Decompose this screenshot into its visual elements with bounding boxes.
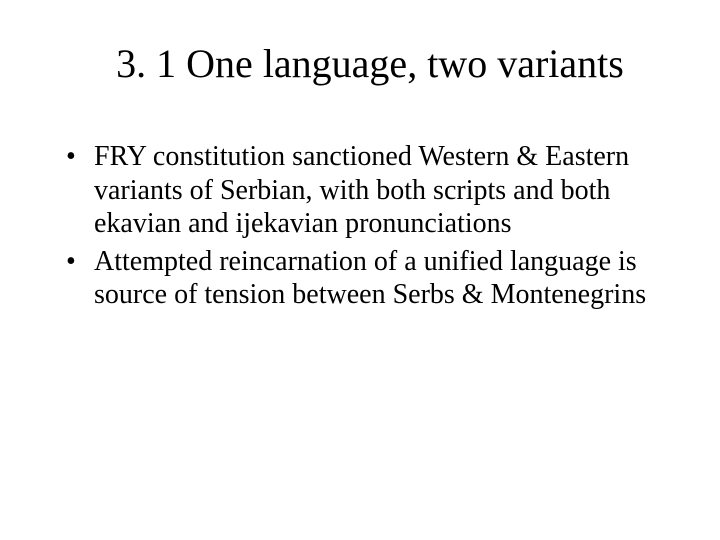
bullet-item: Attempted reincarnation of a unified lan…	[66, 245, 672, 312]
bullet-item: FRY constitution sanctioned Western & Ea…	[66, 140, 672, 241]
bullet-list: FRY constitution sanctioned Western & Ea…	[48, 140, 672, 312]
slide-container: 3. 1 One language, two variants FRY cons…	[0, 0, 720, 540]
slide-title: 3. 1 One language, two variants	[78, 42, 662, 86]
